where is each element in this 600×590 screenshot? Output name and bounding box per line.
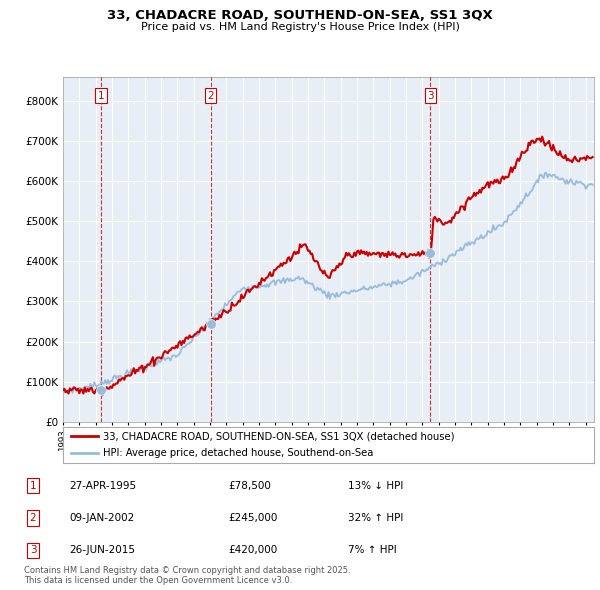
Text: £420,000: £420,000	[228, 546, 277, 555]
Text: HPI: Average price, detached house, Southend-on-Sea: HPI: Average price, detached house, Sout…	[103, 448, 373, 458]
Text: 3: 3	[29, 546, 37, 555]
Text: 1: 1	[29, 481, 37, 490]
Text: 2: 2	[207, 91, 214, 101]
Text: 33, CHADACRE ROAD, SOUTHEND-ON-SEA, SS1 3QX (detached house): 33, CHADACRE ROAD, SOUTHEND-ON-SEA, SS1 …	[103, 431, 454, 441]
Text: 1: 1	[98, 91, 104, 101]
Text: 09-JAN-2002: 09-JAN-2002	[69, 513, 134, 523]
Text: 7% ↑ HPI: 7% ↑ HPI	[348, 546, 397, 555]
Text: Price paid vs. HM Land Registry's House Price Index (HPI): Price paid vs. HM Land Registry's House …	[140, 22, 460, 32]
Text: 27-APR-1995: 27-APR-1995	[69, 481, 136, 490]
Text: £78,500: £78,500	[228, 481, 271, 490]
Text: £245,000: £245,000	[228, 513, 277, 523]
Text: 2: 2	[29, 513, 37, 523]
Text: 13% ↓ HPI: 13% ↓ HPI	[348, 481, 403, 490]
Text: 32% ↑ HPI: 32% ↑ HPI	[348, 513, 403, 523]
Text: Contains HM Land Registry data © Crown copyright and database right 2025.
This d: Contains HM Land Registry data © Crown c…	[24, 566, 350, 585]
Text: 33, CHADACRE ROAD, SOUTHEND-ON-SEA, SS1 3QX: 33, CHADACRE ROAD, SOUTHEND-ON-SEA, SS1 …	[107, 9, 493, 22]
Text: 3: 3	[427, 91, 434, 101]
Text: 26-JUN-2015: 26-JUN-2015	[69, 546, 135, 555]
